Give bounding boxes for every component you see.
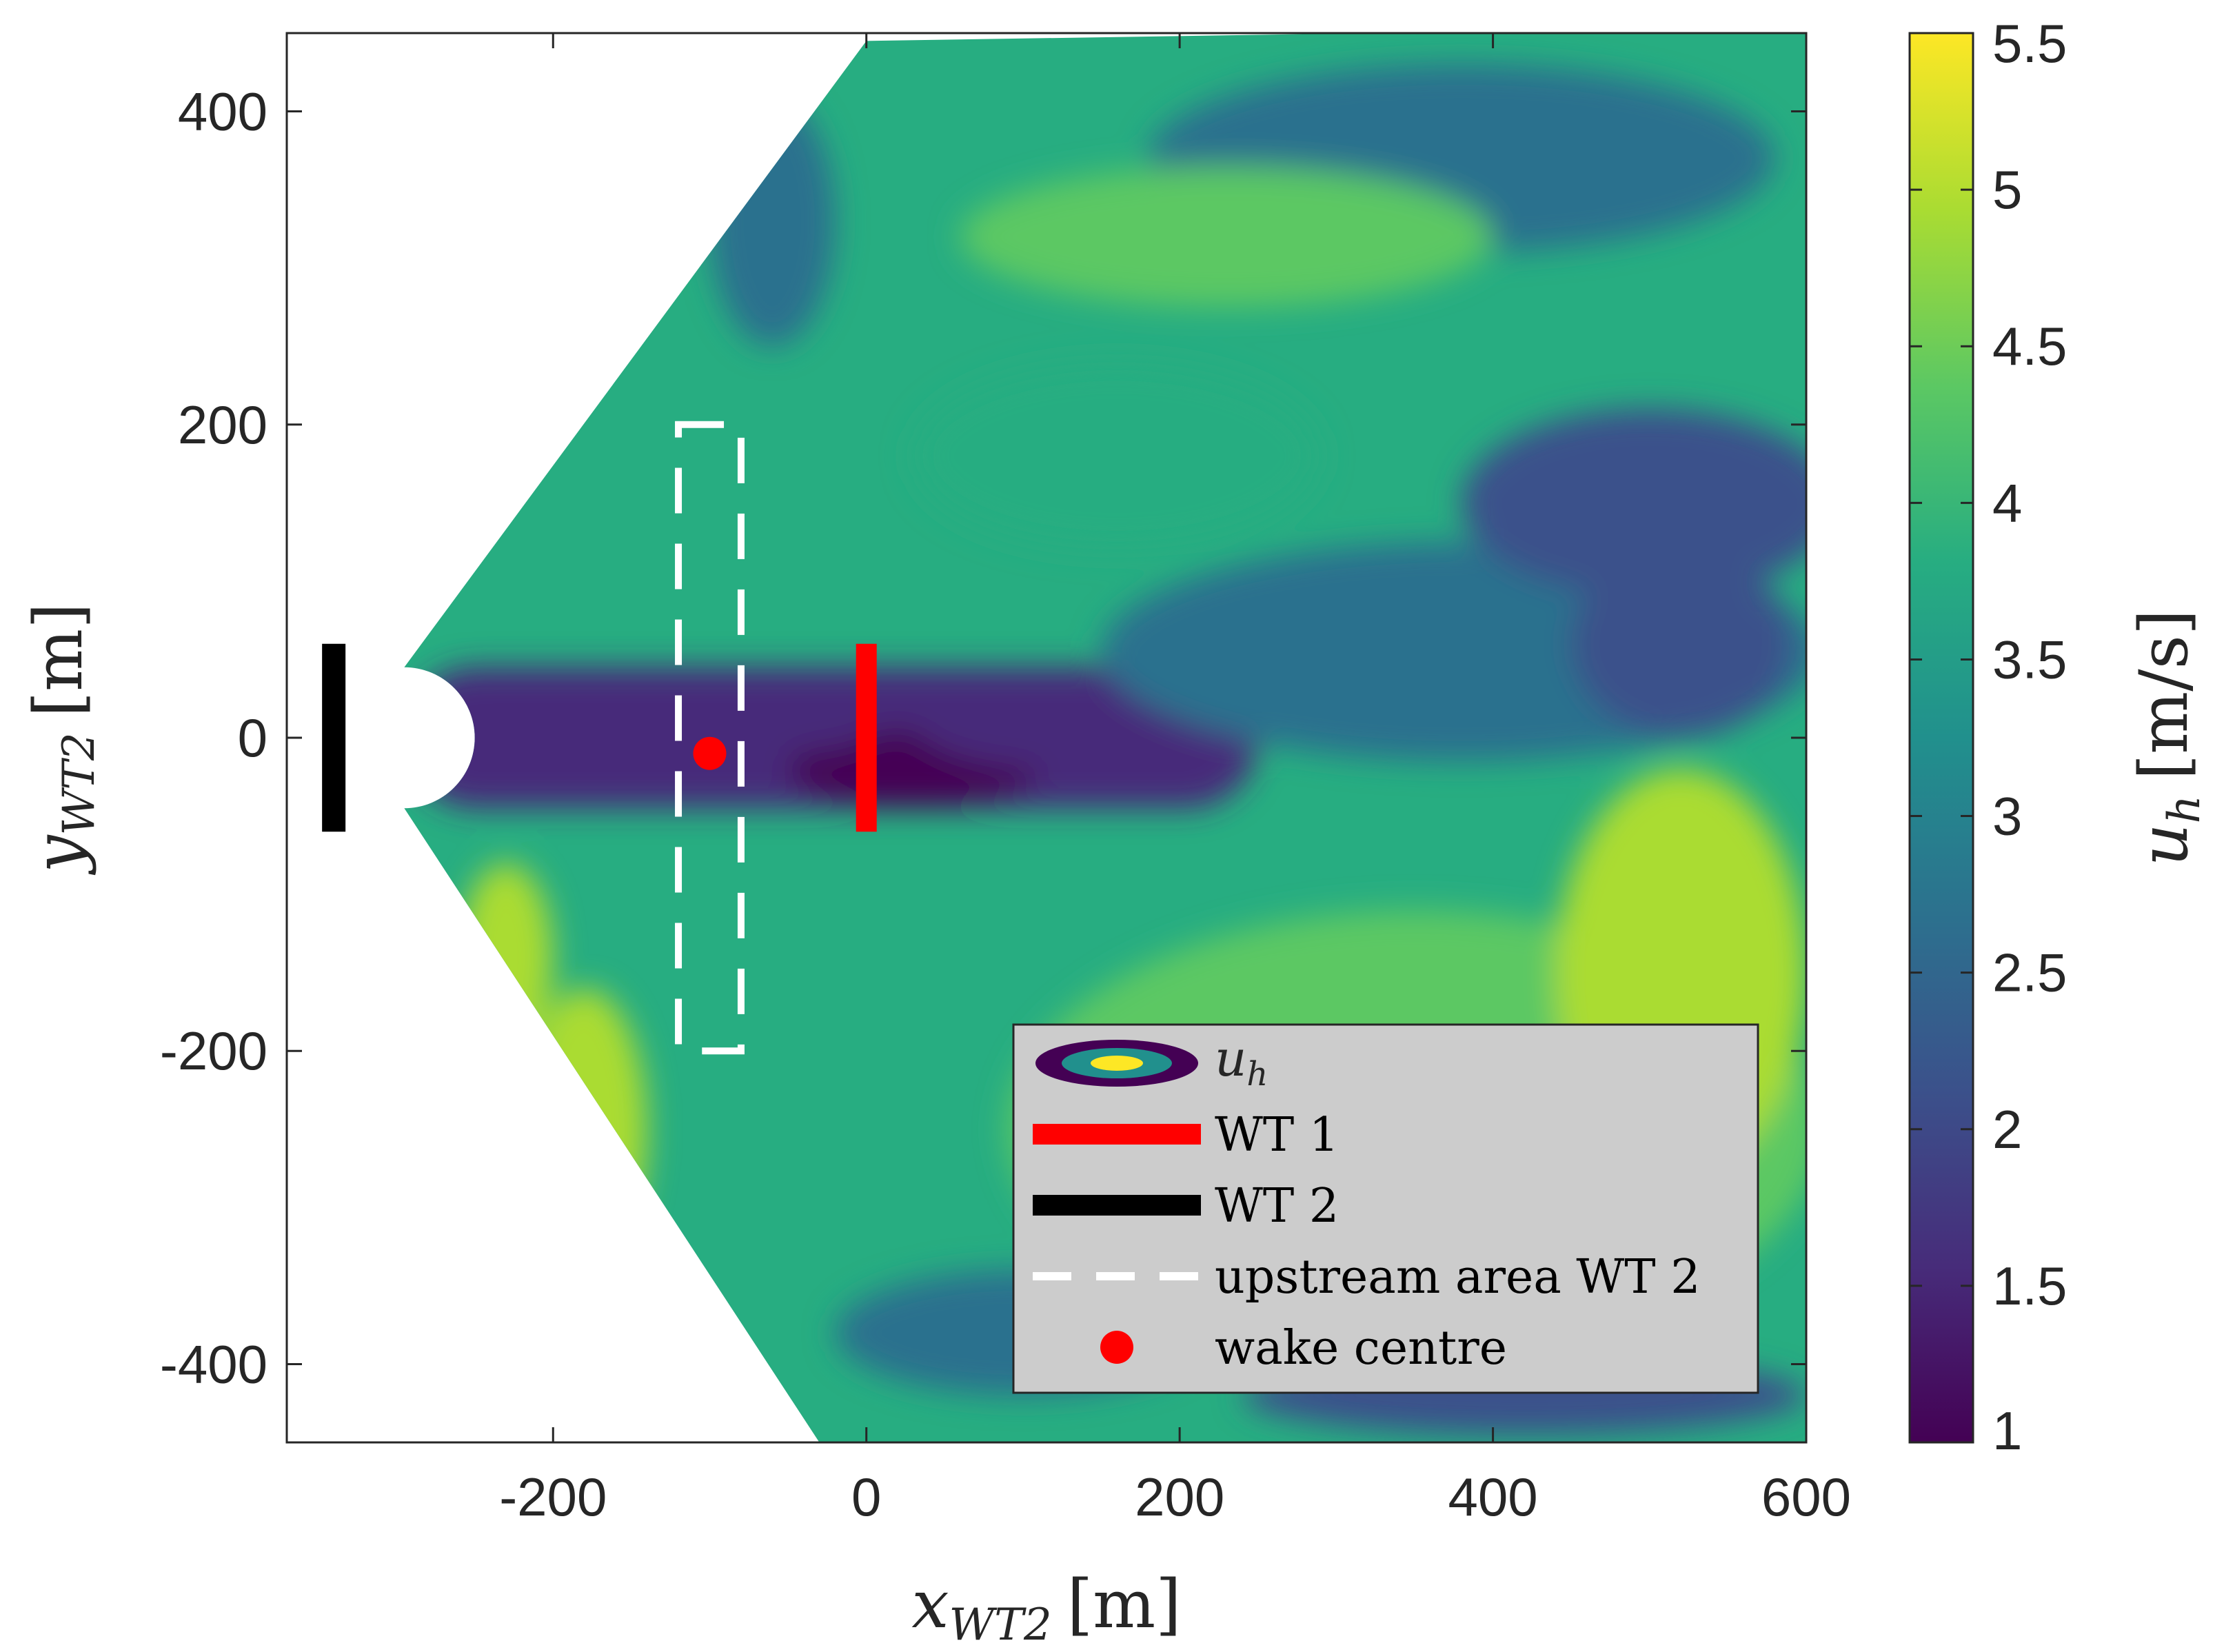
upstream-area-box: [675, 421, 745, 1055]
colorbar-tick-label: 4.5: [1992, 316, 2067, 376]
legend-marker-icon: [1100, 1331, 1133, 1364]
x-tick-label: 600: [1761, 1467, 1851, 1527]
y-axis-label: yWT2[m]: [20, 603, 105, 875]
x-tick-label: 400: [1448, 1467, 1537, 1527]
colorbar-label: uh[m/s]: [2125, 610, 2210, 867]
y-axis: -400 -200 0 200 400: [160, 81, 1806, 1394]
x-tick-label: 200: [1135, 1467, 1224, 1527]
legend-label: upstream area WT 2: [1215, 1250, 1701, 1305]
legend-label-subscript: h: [1246, 1055, 1268, 1094]
legend-entry: uh: [1035, 1029, 1268, 1094]
colorbar-tick-label: 5.5: [1992, 13, 2067, 74]
legend-entry: wake centre: [1100, 1321, 1507, 1376]
colorbar-tick-label: 2: [1992, 1099, 2022, 1160]
y-tick-label: -200: [160, 1020, 267, 1081]
legend-label: uh: [1215, 1029, 1268, 1094]
colorbar-tick-label: 3.5: [1992, 629, 2067, 689]
y-tick-label: 400: [178, 81, 267, 142]
colorbar-gradient: [1908, 32, 1974, 1444]
colorbar-tick-label: 1.5: [1992, 1256, 2067, 1316]
colorbar-tick-label: 2.5: [1992, 943, 2067, 1003]
y-tick-label: -400: [160, 1333, 267, 1394]
x-tick-label: -200: [499, 1467, 607, 1527]
colorbar: 1 1.5 2 2.5 3 3.5 4 4.5 5 5.5: [1908, 13, 2067, 1461]
legend-label: WT 1: [1215, 1108, 1339, 1162]
field-blob-5: [1571, 550, 1791, 738]
legend-entry: WT 2: [1033, 1179, 1339, 1233]
wake-centre-marker: [693, 736, 727, 770]
field-blob-6: [1462, 409, 1806, 597]
y-tick-label: 0: [238, 707, 267, 768]
legend: uh WT 1 WT 2 upstream area WT 2 wake centre: [1012, 1023, 1759, 1394]
y-tick-label: 200: [178, 394, 267, 455]
colorbar-tick-label: 4: [1992, 472, 2022, 533]
colorbar-ticks: 1 1.5 2 2.5 3 3.5 4 4.5 5 5.5: [1910, 13, 2067, 1461]
colorbar-tick-label: 3: [1992, 786, 2022, 847]
annotation-layer: [322, 421, 877, 1055]
legend-entry: WT 1: [1033, 1108, 1339, 1162]
field-blob-3: [913, 675, 1195, 769]
field-blob-8: [960, 165, 1493, 308]
legend-label: wake centre: [1215, 1321, 1507, 1376]
legend-label-symbol: u: [1215, 1029, 1246, 1087]
colorbar-tick-label: 1: [1992, 1400, 2022, 1461]
field-blob-9: [913, 361, 1321, 550]
colorbar-tick-label: 5: [1992, 159, 2022, 220]
x-axis-label: xWT2 [m]: [911, 1566, 1181, 1651]
legend-entry: upstream area WT 2: [1033, 1250, 1701, 1305]
legend-label: WT 2: [1215, 1179, 1339, 1233]
x-axis: -200 0 200 400 600: [499, 33, 1851, 1527]
field-blob-2: [663, 690, 882, 754]
legend-contour-icon-core: [1091, 1056, 1143, 1071]
x-tick-label: 0: [851, 1467, 881, 1527]
